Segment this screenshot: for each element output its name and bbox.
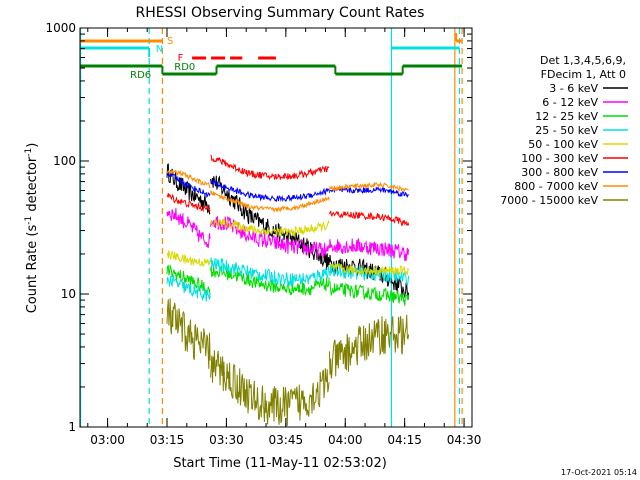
legend-header-line-1: Det 1,3,4,5,6,9, xyxy=(540,54,626,67)
plot-frame xyxy=(79,27,473,428)
y-tick-label: 100 xyxy=(53,154,76,168)
x-axis-label: Start Time (11-May-11 02:53:02) xyxy=(173,456,387,471)
series-layer xyxy=(166,154,410,426)
rd6-flag-label: RD6 xyxy=(130,70,151,81)
series-line-8 xyxy=(166,298,410,426)
legend-entry-label: 6 - 12 keV xyxy=(542,96,598,109)
rd0-flag-label: RD0 xyxy=(174,62,195,73)
legend-header-line-2: FDecim 1, Att 0 xyxy=(541,68,626,81)
legend-entry-label: 25 - 50 keV xyxy=(535,124,598,137)
series-line-7 xyxy=(166,169,409,213)
legend-entry-label: 100 - 300 keV xyxy=(521,152,598,165)
series-line-2 xyxy=(166,263,410,306)
series-line-1 xyxy=(166,207,410,262)
night-flag-label: N xyxy=(156,44,163,55)
saa-flag-label: S xyxy=(167,36,173,47)
chart-title: RHESSI Observing Summary Count Rates xyxy=(136,5,425,21)
generation-timestamp: 17-Oct-2021 05:14 xyxy=(561,468,637,477)
x-tick-label: 03:45 xyxy=(269,433,304,447)
legend-entry-label: 3 - 6 keV xyxy=(549,82,598,95)
x-tick-label: 04:15 xyxy=(387,433,422,447)
series-line-5 xyxy=(166,154,410,226)
legend-entry-label: 12 - 25 keV xyxy=(535,110,598,123)
series-line-4 xyxy=(166,218,410,277)
legend-entry-label: 800 - 7000 keV xyxy=(514,180,598,193)
x-tick-label: 03:30 xyxy=(209,433,244,447)
y-tick-label: 10 xyxy=(61,287,76,301)
tick-layer: 1 10 100 1000 03:00 03:15 03:30 03:45 04:00 04:15… xyxy=(45,21,481,447)
x-tick-label: 04:30 xyxy=(447,433,482,447)
y-tick-label: 1000 xyxy=(45,21,76,35)
flare-flag-label: F xyxy=(178,53,184,64)
x-tick-label: 04:00 xyxy=(328,433,363,447)
x-tick-label: 03:15 xyxy=(150,433,185,447)
legend-entry-label: 50 - 100 keV xyxy=(528,138,598,151)
y-axis-label: Count Rate (s-1 detector-1) xyxy=(24,143,40,314)
series-line-6 xyxy=(166,171,409,203)
legend-entry-label: 300 - 800 keV xyxy=(521,166,598,179)
legend-entry-label: 7000 - 15000 keV xyxy=(500,194,598,207)
y-tick-label: 1 xyxy=(68,420,76,434)
x-tick-label: 03:00 xyxy=(90,433,125,447)
